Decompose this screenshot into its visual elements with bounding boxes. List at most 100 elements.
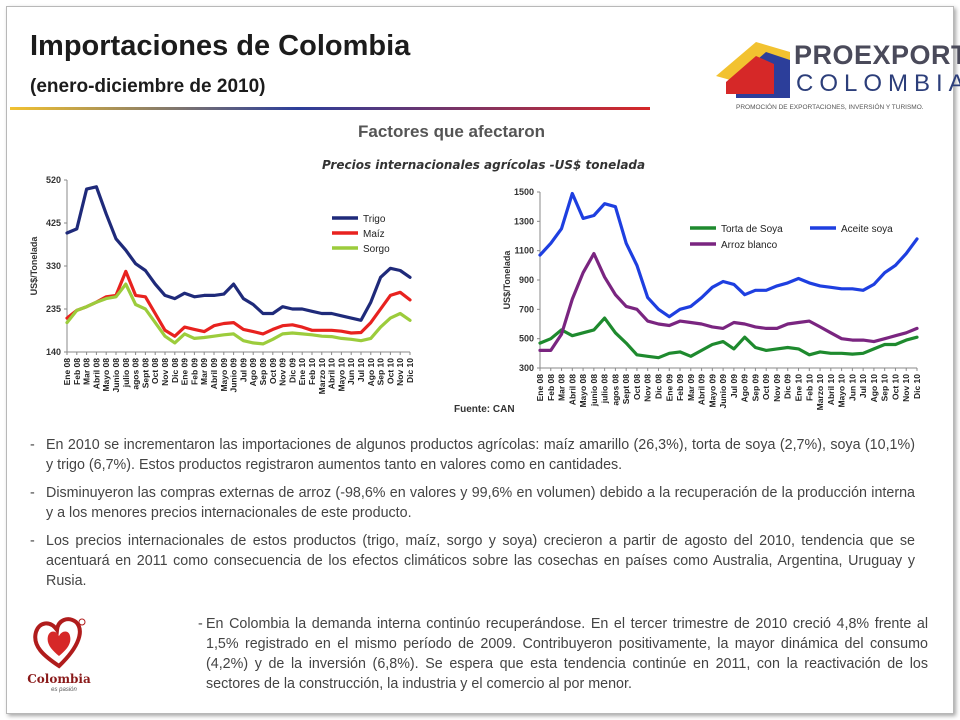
data-point-trigo bbox=[350, 317, 352, 319]
data-point-torta bbox=[744, 336, 746, 338]
x-tick-label: Abril 10 bbox=[826, 374, 836, 405]
colombia-brand-tag: es pasión bbox=[51, 687, 77, 693]
x-tick-label: Junio 09 bbox=[718, 374, 728, 409]
x-tick-label: Mar 08 bbox=[557, 374, 567, 401]
data-point-sorgo bbox=[272, 338, 274, 340]
data-point-trigo bbox=[115, 238, 117, 240]
x-tick-label: Mar 09 bbox=[199, 358, 209, 385]
x-tick-label: Mayo 08 bbox=[578, 374, 588, 408]
data-point-aceite bbox=[905, 253, 907, 255]
data-point-sorgo bbox=[291, 332, 293, 334]
data-point-maiz bbox=[291, 324, 293, 326]
x-tick-label: Ago 10 bbox=[366, 358, 376, 387]
data-point-torta bbox=[884, 343, 886, 346]
data-point-sorgo bbox=[95, 301, 97, 303]
x-tick-label: Oct 08 bbox=[150, 358, 160, 384]
data-point-trigo bbox=[389, 267, 391, 269]
data-point-arroz bbox=[614, 294, 617, 296]
x-tick-label: Sept 08 bbox=[140, 358, 150, 389]
data-point-sorgo bbox=[144, 308, 146, 310]
data-point-sorgo bbox=[311, 334, 313, 336]
data-point-aceite bbox=[884, 272, 886, 274]
data-point-trigo bbox=[76, 228, 78, 230]
data-point-trigo bbox=[86, 188, 88, 190]
data-point-torta bbox=[841, 352, 843, 354]
data-point-trigo bbox=[262, 312, 264, 315]
x-tick-label: Feb 10 bbox=[804, 374, 814, 401]
data-point-aceite bbox=[668, 316, 670, 318]
x-tick-label: Jun 10 bbox=[847, 374, 857, 401]
data-point-trigo bbox=[321, 312, 323, 315]
data-point-arroz bbox=[701, 323, 703, 325]
data-point-aceite bbox=[604, 203, 606, 205]
data-point-arroz bbox=[539, 349, 541, 351]
x-tick-label: Feb 09 bbox=[189, 358, 199, 385]
data-point-maiz bbox=[125, 270, 127, 272]
data-point-aceite bbox=[614, 206, 617, 208]
data-point-arroz bbox=[560, 333, 563, 335]
series-line-arroz bbox=[538, 252, 919, 352]
data-point-arroz bbox=[625, 305, 627, 307]
data-point-trigo bbox=[301, 308, 303, 310]
data-point-aceite bbox=[797, 277, 800, 280]
x-tick-label: Sep 10 bbox=[376, 358, 386, 386]
data-point-aceite bbox=[539, 254, 541, 256]
data-point-aceite bbox=[711, 286, 713, 288]
x-tick-label: Oct 09 bbox=[761, 374, 771, 400]
data-point-torta bbox=[679, 351, 681, 353]
bullet-text-2: Disminuyeron las compras externas de arr… bbox=[46, 485, 915, 521]
proexport-logo: PROEXPORT COLOMBIA PROMOCIÓN DE EXPORTAC… bbox=[712, 30, 960, 120]
data-point-torta bbox=[916, 336, 918, 338]
data-point-arroz bbox=[679, 320, 681, 322]
x-tick-label: Dic 10 bbox=[405, 358, 415, 383]
data-point-maiz bbox=[399, 291, 401, 293]
data-point-torta bbox=[819, 351, 821, 353]
data-point-torta bbox=[797, 348, 800, 350]
data-point-arroz bbox=[744, 323, 746, 325]
data-point-arroz bbox=[916, 327, 918, 329]
data-point-sorgo bbox=[174, 342, 176, 344]
data-point-maiz bbox=[135, 294, 137, 296]
data-point-aceite bbox=[819, 285, 821, 287]
data-point-sorgo bbox=[409, 319, 411, 321]
data-point-maiz bbox=[233, 322, 235, 324]
data-point-arroz bbox=[894, 335, 897, 337]
data-point-maiz bbox=[174, 335, 176, 337]
data-point-aceite bbox=[754, 289, 757, 291]
x-tick-label: Jul 10 bbox=[356, 358, 366, 382]
data-point-sorgo bbox=[135, 303, 137, 306]
data-point-sorgo bbox=[262, 343, 264, 345]
data-point-arroz bbox=[582, 272, 584, 274]
data-point-maiz bbox=[380, 308, 382, 310]
data-point-sorgo bbox=[301, 333, 303, 335]
data-point-sorgo bbox=[233, 333, 235, 335]
data-point-torta bbox=[604, 317, 606, 319]
data-point-trigo bbox=[125, 249, 127, 251]
x-tick-label: Mayo 09 bbox=[707, 374, 717, 408]
data-point-arroz bbox=[797, 321, 800, 324]
data-point-torta bbox=[776, 348, 778, 350]
data-point-sorgo bbox=[86, 306, 88, 308]
data-point-sorgo bbox=[242, 340, 244, 342]
data-point-torta bbox=[647, 355, 649, 357]
y-tick-label: 700 bbox=[519, 304, 534, 314]
x-tick-label: Feb 08 bbox=[546, 374, 556, 401]
data-point-maiz bbox=[311, 329, 313, 331]
data-point-torta bbox=[636, 354, 638, 356]
data-point-trigo bbox=[174, 298, 176, 300]
x-tick-label: Mayo 08 bbox=[101, 358, 111, 392]
y-tick-label: 1300 bbox=[514, 216, 534, 226]
section-title: Factores que afectaron bbox=[358, 122, 546, 141]
data-point-aceite bbox=[830, 286, 832, 288]
x-tick-label: Ene 09 bbox=[664, 374, 674, 402]
data-point-arroz bbox=[862, 339, 864, 341]
data-point-sorgo bbox=[184, 333, 186, 335]
data-point-sorgo bbox=[252, 342, 254, 344]
data-point-trigo bbox=[331, 312, 333, 315]
data-point-aceite bbox=[744, 294, 746, 296]
data-point-torta bbox=[894, 343, 897, 346]
data-point-arroz bbox=[593, 253, 595, 255]
data-point-torta bbox=[722, 341, 724, 343]
x-tick-label: Feb 09 bbox=[675, 374, 685, 401]
